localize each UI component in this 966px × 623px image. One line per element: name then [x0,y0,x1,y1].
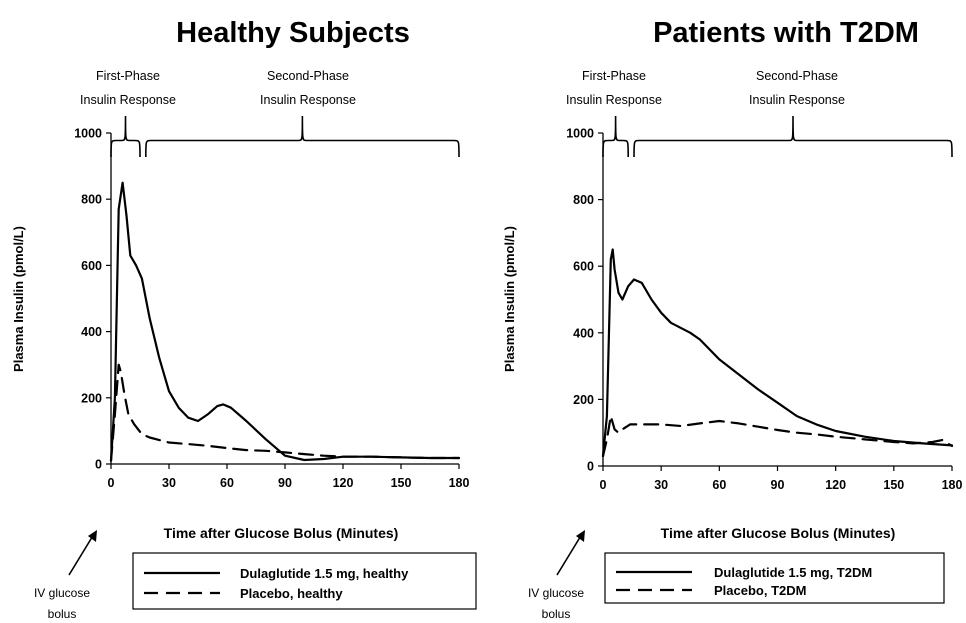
y-axis-label: Plasma Insulin (pmol/L) [502,226,517,372]
y-tick-label: 1000 [566,127,594,141]
glucose-arrow-head [576,530,585,542]
first-phase-label-line2: Insulin Response [80,93,176,107]
first-phase-label-line2: Insulin Response [566,93,662,107]
first-phase-label-line1: First-Phase [96,69,160,83]
first-phase-bracket [602,115,630,158]
legend-frame [132,552,477,610]
chart-axes: 0 200 400 600 800 1000 0 30 60 90 120 150 180 [566,127,962,493]
chart-panel-healthy: Healthy Subjects First-Phase Insulin Res… [11,17,477,621]
glucose-bolus-note-line2: bolus [48,607,77,621]
y-tick-label: 0 [587,460,594,474]
x-tick-label: 180 [942,478,963,492]
y-tick-label: 200 [573,393,594,407]
chart-plot-area [601,248,954,458]
x-tick-label: 0 [600,478,607,492]
x-tick-label: 30 [654,478,668,492]
y-axis-label: Plasma Insulin (pmol/L) [11,226,26,372]
y-tick-label: 200 [81,391,102,405]
x-tick-label: 90 [771,478,785,492]
legend-label-placebo: Placebo, healthy [240,586,343,601]
x-tick-label: 180 [449,476,470,490]
second-phase-label-line2: Insulin Response [260,93,356,107]
x-tick-label: 150 [883,478,904,492]
glucose-arrow-line [556,533,583,576]
chart-plot-area [109,181,461,462]
legend-label-dulaglutide: Dulaglutide 1.5 mg, T2DM [714,565,872,580]
glucose-bolus-note-line1: IV glucose [528,586,584,600]
x-tick-label: 120 [825,478,846,492]
y-tick-label: 600 [81,259,102,273]
legend-box: Dulaglutide 1.5 mg, T2DM Placebo, T2DM [604,552,945,604]
glucose-arrow-head [88,530,97,542]
x-tick-label: 60 [712,478,726,492]
y-tick-label: 800 [573,193,594,207]
first-phase-label-line1: First-Phase [582,69,646,83]
y-tick-label: 0 [95,458,102,472]
glucose-bolus-note-line1: IV glucose [34,586,90,600]
series-line-dulaglutide [601,248,954,458]
x-tick-label: 0 [108,476,115,490]
x-tick-label: 150 [391,476,412,490]
first-phase-bracket [110,115,141,158]
y-tick-label: 1000 [74,127,102,141]
x-tick-label: 90 [278,476,292,490]
x-tick-label: 30 [162,476,176,490]
legend-label-placebo: Placebo, T2DM [714,583,806,598]
x-tick-label: 120 [333,476,354,490]
glucose-bolus-note-line2: bolus [542,607,571,621]
x-tick-label: 60 [220,476,234,490]
chart-panel-t2dm: Patients with T2DM First-Phase Insulin R… [502,17,962,621]
series-line-placebo [601,415,954,458]
second-phase-label-line2: Insulin Response [749,93,845,107]
chart-axes: 0 200 400 600 800 1000 0 30 60 90 120 150 180 [74,127,469,491]
chart-title: Healthy Subjects [176,17,410,49]
y-tick-label: 400 [81,325,102,339]
second-phase-label-line1: Second-Phase [756,69,838,83]
second-phase-label-line1: Second-Phase [267,69,349,83]
legend-box: Dulaglutide 1.5 mg, healthy Placebo, hea… [132,552,477,610]
y-tick-label: 800 [81,193,102,207]
second-phase-bracket [145,115,460,158]
chart-title: Patients with T2DM [653,17,919,49]
x-axis-label: Time after Glucose Bolus (Minutes) [164,525,399,541]
y-tick-label: 400 [573,326,594,340]
legend-label-dulaglutide: Dulaglutide 1.5 mg, healthy [240,566,409,581]
x-axis-label: Time after Glucose Bolus (Minutes) [661,525,896,541]
y-tick-label: 600 [573,260,594,274]
series-line-placebo [109,363,461,462]
legend-frame [604,552,945,604]
glucose-arrow-line [68,533,95,576]
second-phase-bracket [633,115,953,158]
series-line-dulaglutide [109,181,461,462]
